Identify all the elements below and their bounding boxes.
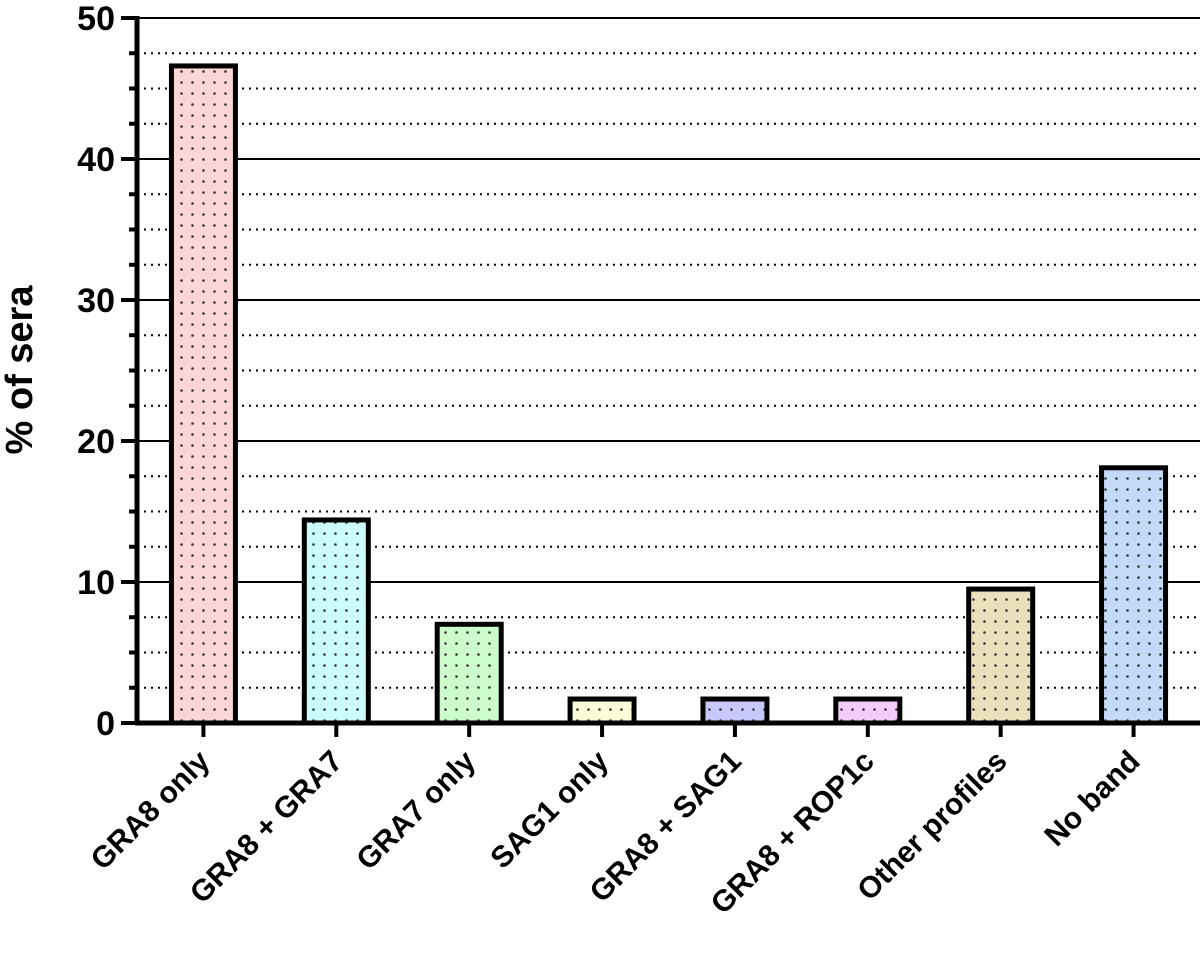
y-tick-label: 20 bbox=[77, 423, 115, 461]
bar bbox=[168, 63, 238, 726]
bar bbox=[966, 586, 1036, 726]
x-tick-label: GRA8 only bbox=[85, 744, 217, 876]
x-tick-label: No band bbox=[1038, 745, 1146, 853]
bar bbox=[1099, 465, 1169, 726]
x-tick-label: SAG1 only bbox=[484, 744, 615, 875]
y-tick-label: 10 bbox=[77, 564, 115, 602]
bar bbox=[301, 517, 371, 726]
bar bbox=[567, 696, 637, 726]
bar bbox=[700, 696, 770, 726]
bar bbox=[833, 696, 903, 726]
y-tick-label: 30 bbox=[77, 282, 115, 320]
y-tick-label: 0 bbox=[96, 705, 115, 743]
x-tick-label: GRA7 only bbox=[350, 744, 482, 876]
y-tick-label: 50 bbox=[77, 0, 115, 38]
y-axis-label: % of sera bbox=[0, 285, 41, 455]
y-tick-label: 40 bbox=[77, 141, 115, 179]
bar bbox=[434, 621, 504, 726]
